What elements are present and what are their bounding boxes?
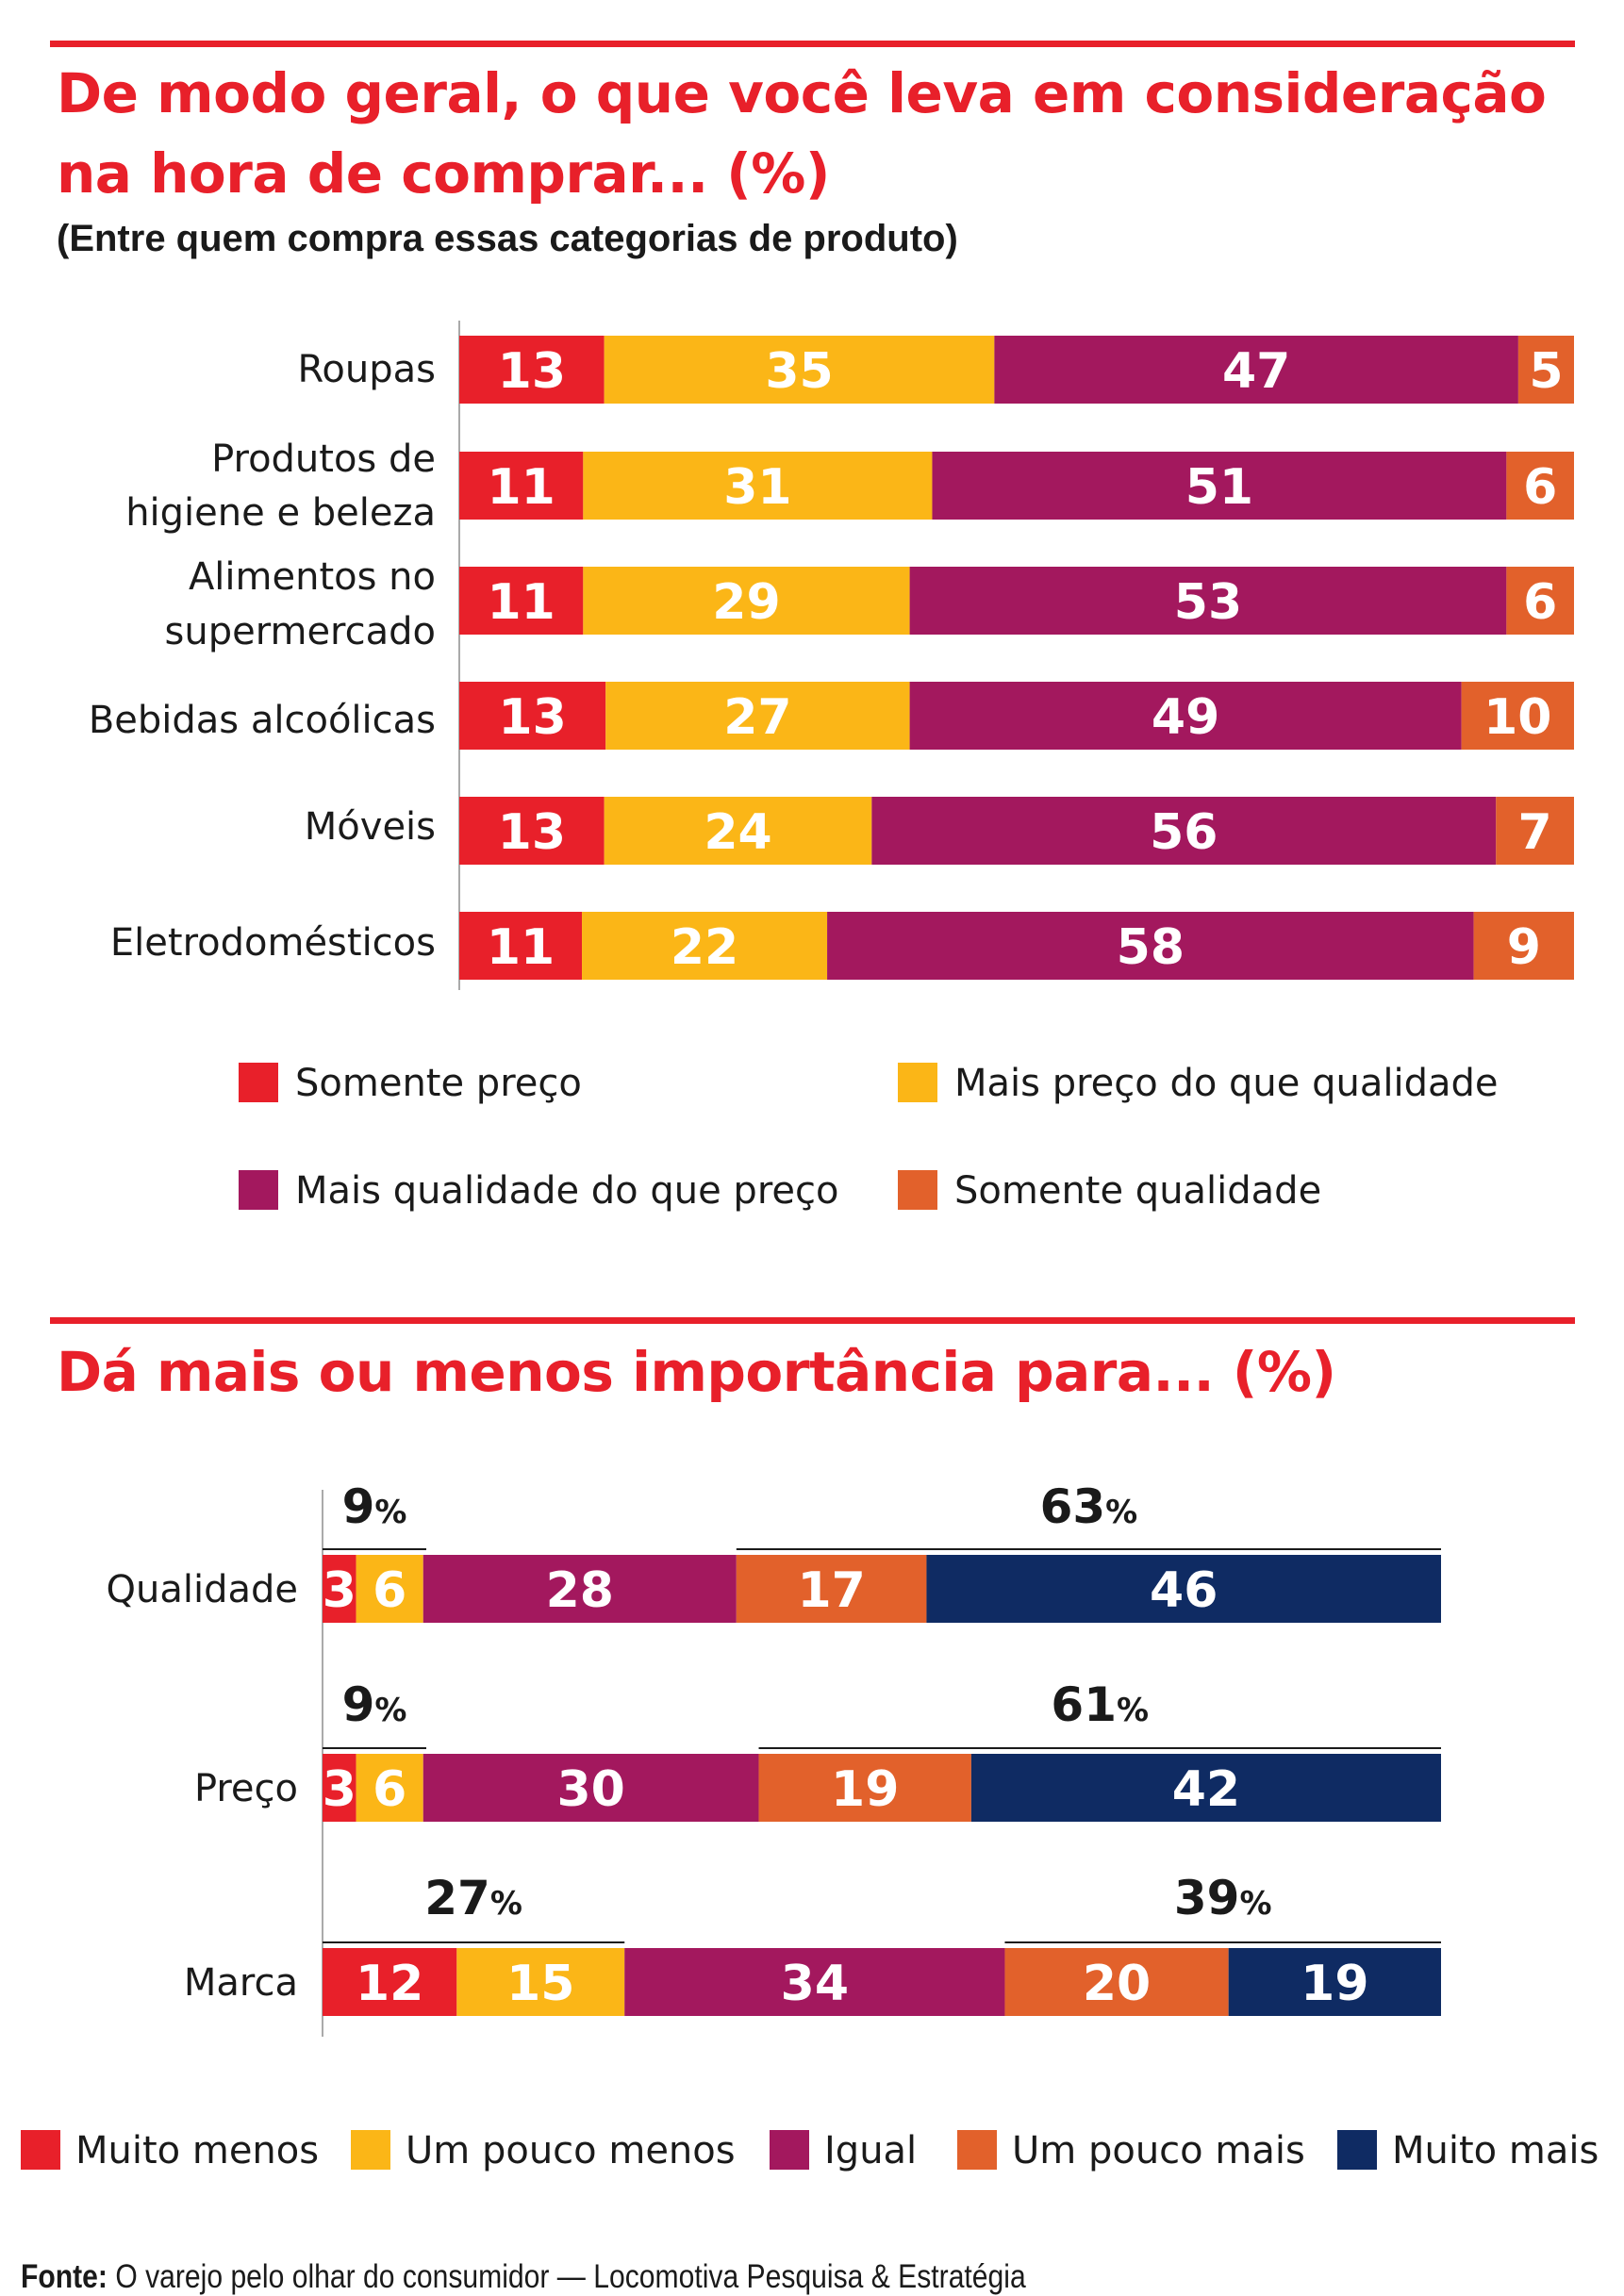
category-label: Qualidade: [107, 1568, 298, 1611]
data-label: 15: [506, 1956, 574, 2012]
legend-label: Muito menos: [75, 2129, 319, 2172]
percent-sign: %: [1117, 1692, 1149, 1729]
legend-label: Um pouco menos: [406, 2129, 736, 2172]
legend-swatch: [1337, 2130, 1377, 2170]
source-label: Fonte:: [21, 2258, 108, 2295]
data-label: 3: [323, 1562, 356, 1619]
bar-row-marca: Marca 12 15 34 20 19 27% 39%: [184, 1871, 1441, 2016]
data-label: 19: [1301, 1956, 1368, 2012]
percent-sign: %: [1105, 1494, 1137, 1531]
legend-item-igual: Igual: [770, 2129, 917, 2172]
group-total-more: 61%: [1051, 1677, 1149, 1732]
data-label: 34: [781, 1956, 849, 2012]
group-total-less: 9%: [342, 1479, 407, 1534]
data-label: 20: [1083, 1956, 1151, 2012]
data-label: 46: [1150, 1562, 1218, 1619]
data-label: 6: [373, 1562, 406, 1619]
bar-row-qualidade: Qualidade 3 6 28 17 46 9% 63%: [107, 1479, 1441, 1623]
data-label: 17: [797, 1562, 865, 1619]
legend-label: Igual: [824, 2129, 917, 2172]
legend-swatch: [770, 2130, 809, 2170]
source-text: O varejo pelo olhar do consumidor — Loco…: [115, 2258, 1025, 2295]
group-total-less: 9%: [342, 1677, 407, 1732]
chart2-legend: Muito menos Um pouco menos Igual Um pouco m…: [21, 2129, 1599, 2172]
chart2-svg: Qualidade 3 6 28 17 469% 63%Preço 3 6 30 19 429% 61%…: [0, 0, 1624, 2292]
group-total-more: 63%: [1040, 1479, 1138, 1534]
legend-item-muito-menos: Muito menos: [21, 2129, 319, 2172]
group-total-less: 27%: [424, 1871, 522, 1925]
percent-sign: %: [374, 1494, 406, 1531]
legend-swatch: [351, 2130, 390, 2170]
legend-swatch: [957, 2130, 997, 2170]
bar-row-preco: Preço 3 6 30 19 42 9% 61%: [194, 1677, 1441, 1822]
data-label: 30: [556, 1761, 624, 1818]
legend-item-muito-mais: Muito mais: [1337, 2129, 1599, 2172]
group-total-more: 39%: [1174, 1871, 1272, 1925]
percent-sign: %: [490, 1885, 522, 1923]
legend-item-um-pouco-menos: Um pouco menos: [351, 2129, 736, 2172]
data-label: 12: [356, 1956, 423, 2012]
data-label: 19: [831, 1761, 899, 1818]
legend-swatch: [21, 2130, 60, 2170]
data-label: 3: [323, 1761, 356, 1818]
legend-label: Um pouco mais: [1012, 2129, 1305, 2172]
data-label: 6: [373, 1761, 406, 1818]
percent-sign: %: [1239, 1885, 1271, 1923]
legend-label: Muito mais: [1392, 2129, 1599, 2172]
data-label: 42: [1172, 1761, 1240, 1818]
percent-sign: %: [374, 1692, 406, 1729]
data-label: 28: [546, 1562, 614, 1619]
legend-item-um-pouco-mais: Um pouco mais: [957, 2129, 1305, 2172]
source-note: Fonte: O varejo pelo olhar do consumidor…: [21, 2258, 1026, 2296]
category-label: Marca: [184, 1961, 298, 2005]
category-label: Preço: [194, 1767, 298, 1810]
